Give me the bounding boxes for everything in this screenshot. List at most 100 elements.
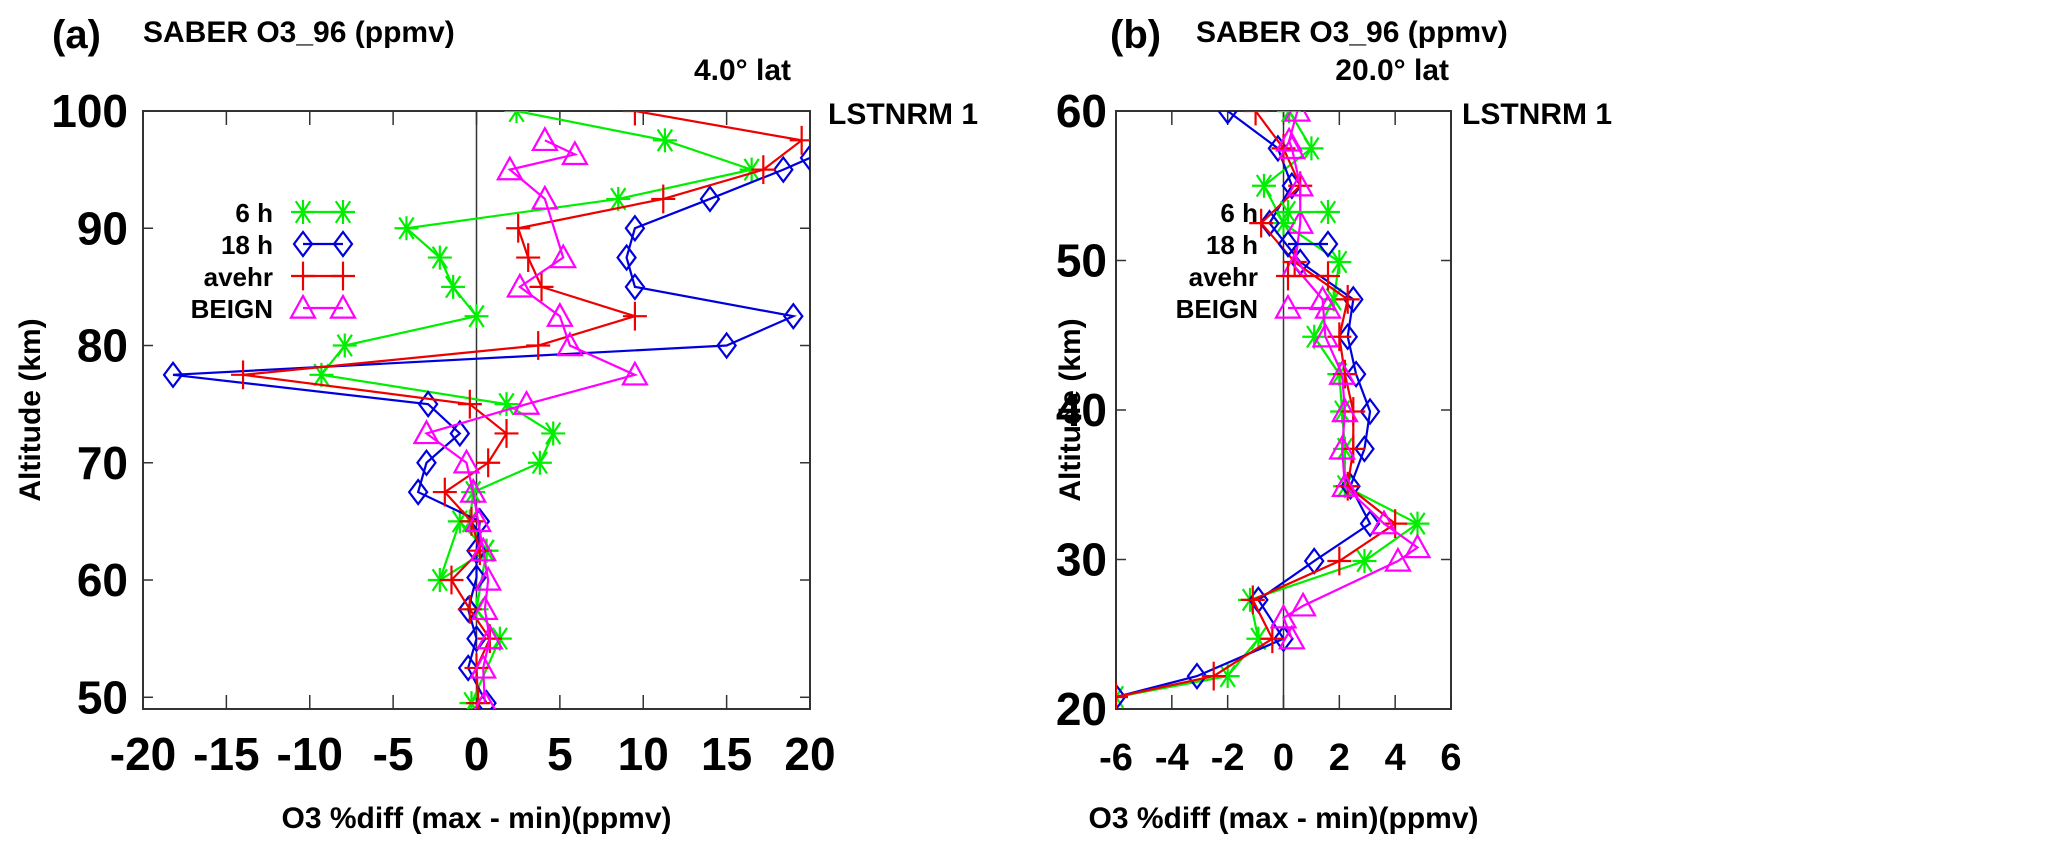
- chart-annotation: LSTNRM 1: [1462, 98, 1612, 131]
- legend-marker: [1314, 293, 1342, 319]
- legend-marker: [291, 261, 315, 291]
- data-point: [546, 301, 574, 327]
- data-point: [1289, 591, 1317, 617]
- data-point: [1277, 111, 1302, 123]
- data-point: [1327, 546, 1352, 576]
- legend-label: BEIGN: [191, 294, 273, 324]
- data-point: [1116, 682, 1128, 709]
- x-tick-label: -6: [1099, 737, 1133, 779]
- data-point: [416, 448, 437, 477]
- data-point: [549, 243, 578, 269]
- x-tick-label: -20: [110, 728, 176, 780]
- chart-subtitle: 4.0° lat: [694, 54, 791, 87]
- data-point: [457, 595, 479, 624]
- data-point: [457, 654, 479, 682]
- data-point: [751, 155, 776, 185]
- data-point: [1311, 322, 1340, 348]
- legend-label: avehr: [1189, 262, 1258, 292]
- data-point: [476, 448, 501, 478]
- y-tick-label: 60: [77, 554, 128, 606]
- y-tick-label: 30: [1056, 534, 1107, 586]
- x-tick-label: 5: [547, 728, 573, 780]
- data-point: [1345, 360, 1367, 388]
- data-point: [1249, 208, 1274, 238]
- data-point: [1331, 397, 1359, 423]
- data-point: [494, 419, 519, 448]
- data-point: [651, 184, 676, 214]
- x-tick-label: 0: [1273, 737, 1294, 779]
- data-point: [624, 214, 646, 243]
- legend-marker: [1277, 230, 1299, 258]
- data-point: [622, 301, 647, 331]
- series-line-18-h: [1116, 111, 1372, 699]
- legend-marker: [292, 230, 314, 258]
- x-tick-label: 4: [1385, 737, 1406, 779]
- data-point: [1354, 435, 1375, 463]
- data-point: [1405, 511, 1430, 536]
- x-tick-label: 10: [618, 728, 669, 780]
- chart-annotation: LSTNRM 1: [828, 98, 978, 131]
- chart-title: SABER O3_96 (ppmv): [1196, 16, 1508, 49]
- data-point: [473, 688, 497, 709]
- legend-label: 6 h: [235, 198, 273, 228]
- legend-marker: [332, 230, 354, 258]
- data-point: [1337, 322, 1359, 351]
- y-axis-label: Altitude (km): [1054, 318, 1087, 501]
- legend-marker: [1274, 293, 1302, 319]
- y-axis-label: Altitude (km): [14, 318, 47, 501]
- data-point: [561, 140, 589, 166]
- legend-marker: [1316, 261, 1340, 291]
- x-tick-label: -2: [1211, 737, 1245, 779]
- data-point: [799, 144, 810, 172]
- data-point: [1269, 603, 1298, 629]
- data-point: [427, 245, 452, 270]
- x-tick-label: 2: [1329, 737, 1350, 779]
- x-axis-label: O3 %diff (max - min)(ppmv): [281, 802, 671, 835]
- data-point: [516, 243, 541, 272]
- data-point: [407, 478, 429, 506]
- legend-marker: [329, 293, 357, 319]
- data-point: [505, 272, 534, 298]
- data-point: [716, 331, 737, 360]
- data-point: [449, 419, 471, 448]
- y-tick-label: 70: [77, 437, 128, 489]
- data-point: [1278, 134, 1306, 160]
- x-axis-label: O3 %diff (max - min)(ppmv): [1088, 802, 1478, 835]
- data-point: [1260, 624, 1285, 654]
- chart-subtitle: 20.0° lat: [1335, 54, 1449, 87]
- legend-label: 18 h: [1206, 230, 1258, 260]
- data-area: [1116, 111, 1432, 709]
- data-point: [475, 624, 504, 650]
- data-point: [506, 213, 531, 243]
- data-point: [1359, 397, 1381, 426]
- data-point: [527, 450, 552, 475]
- legend-label: 6 h: [1220, 198, 1258, 228]
- data-point: [1359, 509, 1381, 538]
- data-point: [432, 477, 457, 507]
- data-point: [1240, 585, 1265, 615]
- data-point: [495, 155, 524, 181]
- data-point: [459, 477, 488, 503]
- data-point: [1328, 434, 1356, 460]
- data-point: [466, 624, 487, 653]
- data-point: [162, 360, 184, 389]
- chart-panel-b: -6 -4 -2 0 2 4 6 20 30 40 50 60(b) SABER O3_96 (ppmv…: [1054, 13, 1612, 835]
- x-tick-label: 15: [701, 728, 752, 780]
- data-point: [452, 448, 481, 474]
- data-point: [782, 302, 804, 331]
- x-tick-label: 0: [464, 728, 490, 780]
- data-point: [772, 155, 794, 184]
- data-point: [1331, 471, 1359, 497]
- chart-panel-a: -20 -15 -10 -5 0 5 10 15 20 50 60 70 80 90 100 (a) SABER…: [14, 13, 978, 835]
- data-point: [616, 243, 637, 272]
- y-tick-label: 80: [77, 320, 128, 372]
- series-line-beign: [1282, 111, 1420, 640]
- data-point: [231, 360, 256, 390]
- data-point: [652, 128, 677, 153]
- series-line-6-h: [319, 111, 756, 704]
- data-point: [470, 595, 499, 621]
- data-point: [530, 126, 559, 152]
- data-point: [1116, 683, 1127, 709]
